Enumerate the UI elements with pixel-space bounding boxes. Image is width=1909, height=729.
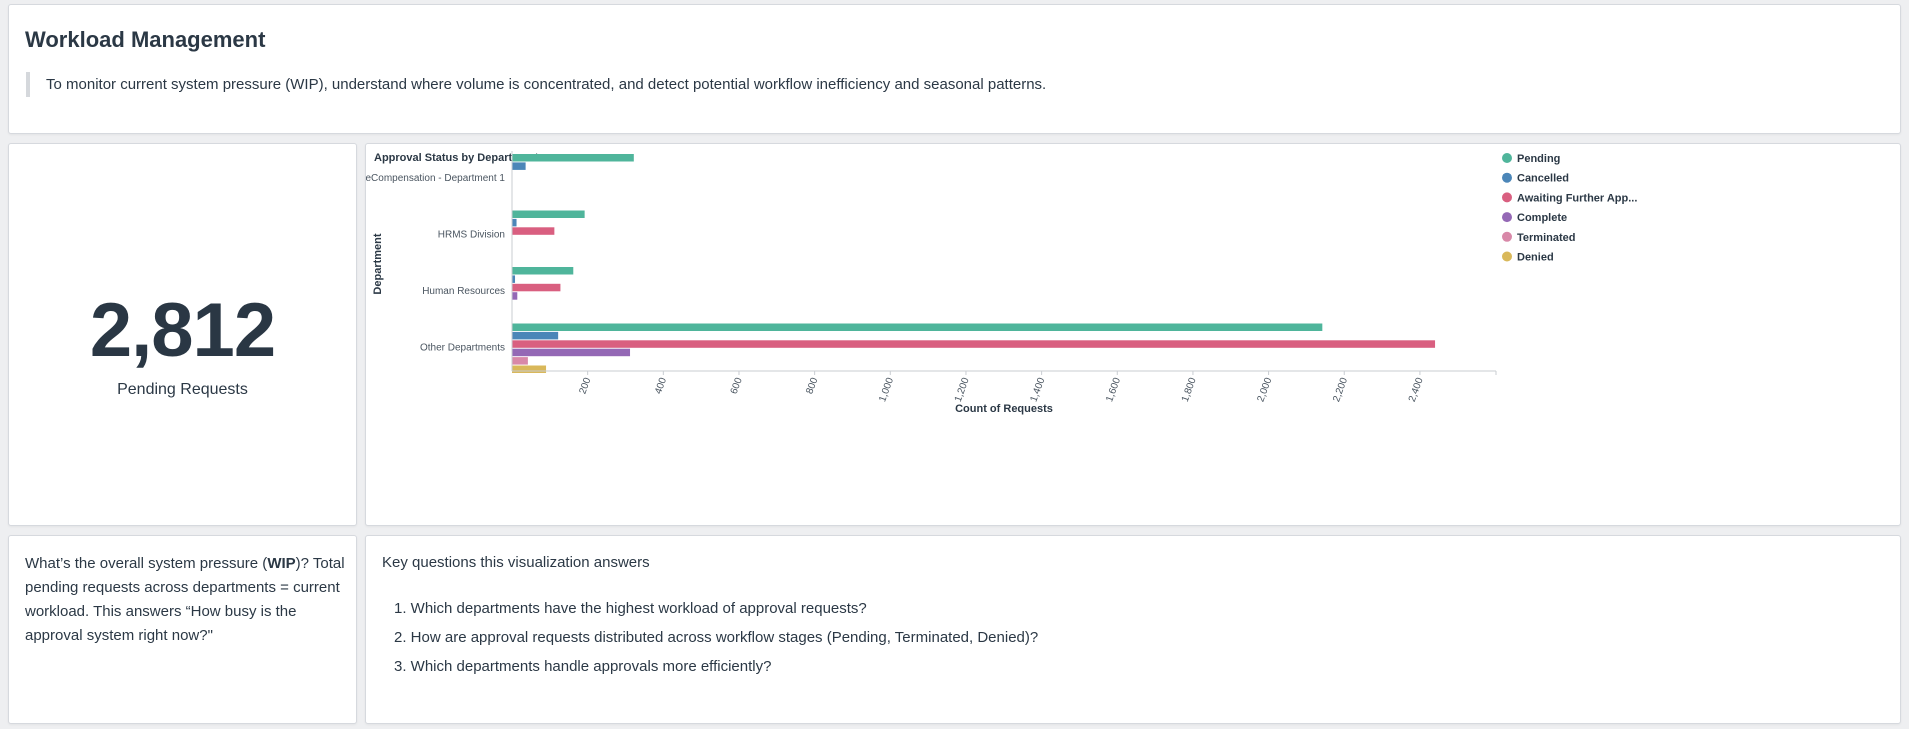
x-tick-label: 1,200: [953, 376, 972, 404]
bar-awaiting-further-app: [512, 283, 561, 292]
approval-status-chart: Approval Status by Department eCompensat…: [366, 151, 1637, 415]
bar-pending: [512, 210, 585, 218]
legend-swatch: [1502, 212, 1512, 223]
x-tick-label: 1,400: [1029, 376, 1048, 404]
bar-denied: [512, 365, 547, 373]
x-axis-title: Count of Requests: [955, 403, 1053, 415]
chart-title: Approval Status by Department: [374, 152, 539, 164]
wip-text-after: )? Total pending requests across departm…: [25, 555, 345, 644]
bar-cancelled: [512, 275, 516, 283]
page-title: Workload Management: [25, 27, 266, 52]
questions-title: Key questions this visualization answers: [382, 554, 650, 571]
legend-label: Denied: [1517, 252, 1554, 264]
question-item: 2. How are approval requests distributed…: [394, 629, 1039, 646]
y-axis-title: Department: [372, 233, 384, 294]
y-category-label: HRMS Division: [438, 230, 505, 241]
x-tick-label: 2,400: [1407, 376, 1426, 404]
x-tick-label: 2,200: [1331, 376, 1350, 404]
x-tick-label: 600: [729, 376, 745, 396]
x-tick-label: 800: [804, 376, 820, 396]
legend-label: Pending: [1517, 153, 1560, 165]
questions-panel: Key questions this visualization answers…: [365, 535, 1901, 724]
bar-awaiting-further-app: [512, 340, 1436, 348]
bar-pending: [512, 154, 634, 162]
question-item: 3. Which departments handle approvals mo…: [394, 658, 772, 675]
bar-cancelled: [512, 218, 517, 227]
legend-label: Cancelled: [1517, 173, 1569, 185]
bar-awaiting-further-app: [512, 227, 555, 235]
bar-complete: [512, 292, 518, 300]
y-category-label: Human Resources: [422, 286, 505, 297]
legend-swatch: [1502, 153, 1512, 163]
bar-cancelled: [512, 331, 559, 340]
wip-text-before: What’s the overall system pressure (: [25, 555, 268, 572]
kpi-panel: 2,812 Pending Requests: [8, 143, 357, 526]
legend-label: Awaiting Further App...: [1517, 192, 1637, 204]
x-tick-label: 1,800: [1180, 376, 1199, 404]
bar-pending: [512, 267, 574, 275]
bar-pending: [512, 323, 1323, 331]
legend-swatch: [1502, 251, 1512, 262]
x-tick-label: 1,600: [1104, 376, 1123, 404]
legend-swatch: [1502, 231, 1512, 242]
chart-panel: Approval Status by Department eCompensat…: [365, 143, 1901, 526]
x-tick-label: 1,000: [877, 376, 896, 404]
legend-label: Terminated: [1517, 232, 1575, 244]
bar-cancelled: [512, 162, 526, 170]
bar-complete: [512, 348, 631, 357]
question-item: 1. Which departments have the highest wo…: [394, 600, 867, 617]
wip-panel: What’s the overall system pressure (WIP)…: [8, 535, 357, 724]
page-description: To monitor current system pressure (WIP)…: [26, 72, 1046, 97]
legend-swatch: [1502, 172, 1512, 183]
y-category-label: Other Departments: [420, 343, 505, 354]
kpi-label: Pending Requests: [117, 381, 248, 398]
legend-label: Complete: [1517, 212, 1567, 224]
header-panel: Workload Management To monitor current s…: [8, 4, 1901, 134]
wip-text-bold: WIP: [267, 555, 296, 572]
y-category-label: eCompensation - Department 1: [366, 173, 505, 184]
x-tick-label: 200: [577, 376, 593, 396]
wip-description: What’s the overall system pressure (WIP)…: [25, 552, 350, 648]
questions-list: 1. Which departments have the highest wo…: [382, 594, 1038, 681]
x-tick-label: 2,000: [1256, 376, 1275, 404]
x-tick-label: 400: [653, 376, 669, 396]
kpi-value: 2,812: [89, 288, 276, 373]
bar-terminated: [512, 357, 528, 365]
legend-swatch: [1502, 192, 1512, 203]
